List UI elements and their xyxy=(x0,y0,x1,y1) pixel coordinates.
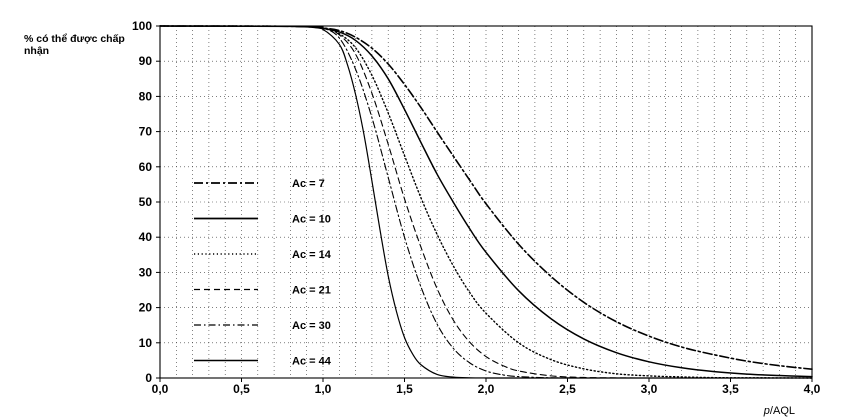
x-tick-label: 0,0 xyxy=(152,382,169,396)
curve-ac-14 xyxy=(159,25,813,379)
curves xyxy=(159,25,813,379)
y-tick-label: 0 xyxy=(145,371,152,385)
curve-ac-10 xyxy=(159,25,813,378)
legend-label-ac-10: Ac = 10 xyxy=(292,214,331,226)
y-axis-label: % có thể được chấp nhận xyxy=(24,33,125,57)
x-tick-label: 2,0 xyxy=(478,382,495,396)
y-tick-label: 20 xyxy=(139,301,153,315)
legend: Ac = 7 Ac = 10 Ac = 14 Ac = 21 Ac = 30 Ac = 4… xyxy=(194,178,332,368)
y-tick-label: 70 xyxy=(139,125,153,139)
legend-label-ac-7: Ac = 7 xyxy=(292,178,325,190)
y-tick-label: 50 xyxy=(139,195,153,209)
x-tick-label: 3,0 xyxy=(641,382,658,396)
x-tick-labels: 0,0 0,5 1,0 1,5 2,0 2,5 3,0 3,5 4,0 xyxy=(152,382,821,396)
y-tick-label: 10 xyxy=(139,336,153,350)
y-tick-label: 30 xyxy=(139,265,153,279)
x-tick-label: 1,5 xyxy=(396,382,413,396)
y-tick-label: 100 xyxy=(132,19,152,33)
axes xyxy=(156,25,813,382)
y-tick-label: 40 xyxy=(139,230,153,244)
x-axis-label: p/AQL xyxy=(763,405,795,417)
curve-ac-7 xyxy=(159,25,813,370)
x-tick-label: 4,0 xyxy=(804,382,821,396)
x-tick-label: 3,5 xyxy=(722,382,739,396)
legend-label-ac-21: Ac = 21 xyxy=(292,285,331,297)
curve-ac-44 xyxy=(159,25,813,379)
x-tick-label: 1,0 xyxy=(315,382,332,396)
y-tick-label: 90 xyxy=(139,54,153,68)
y-tick-labels: 0 10 20 30 40 50 60 70 80 90 100 xyxy=(132,19,152,385)
legend-label-ac-14: Ac = 14 xyxy=(292,249,332,261)
y-tick-label: 60 xyxy=(139,160,153,174)
grid xyxy=(160,26,812,378)
x-tick-label: 2,5 xyxy=(559,382,576,396)
y-tick-label: 80 xyxy=(139,89,153,103)
x-axis-label-rest: /AQL xyxy=(770,405,795,417)
x-tick-label: 0,5 xyxy=(233,382,250,396)
legend-label-ac-44: Ac = 44 xyxy=(292,356,332,368)
legend-label-ac-30: Ac = 30 xyxy=(292,320,331,332)
x-axis-label-italic: p xyxy=(763,405,770,417)
